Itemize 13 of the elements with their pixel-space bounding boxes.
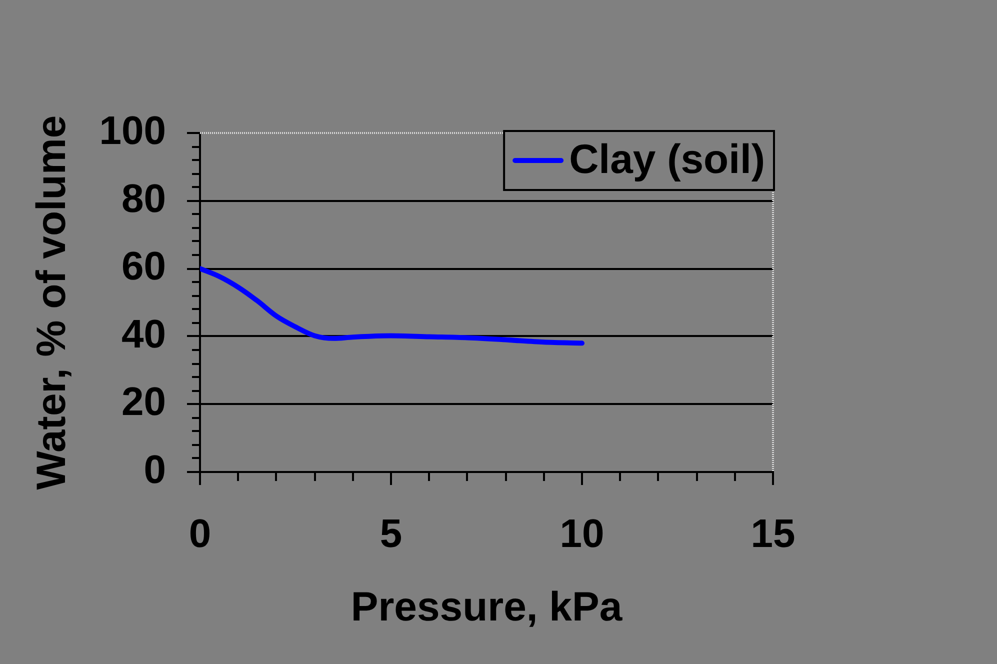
y-tick-label: 40 [122,312,166,356]
legend-label: Clay (soil) [569,136,766,182]
x-tick-label: 0 [188,512,212,556]
x-axis-title: Pressure, kPa [350,584,624,630]
y-tick-label: 60 [122,244,166,289]
y-tick-label: 80 [122,176,166,221]
x-tick-label: 5 [380,512,402,556]
x-tick-label: 10 [560,512,604,556]
y-tick-label: 0 [144,448,166,492]
y-axis-title: Water, % of volume [28,115,74,490]
y-tick-label: 100 [99,109,166,154]
y-tick-label: 20 [122,380,166,424]
x-tick-label: 15 [750,512,796,556]
